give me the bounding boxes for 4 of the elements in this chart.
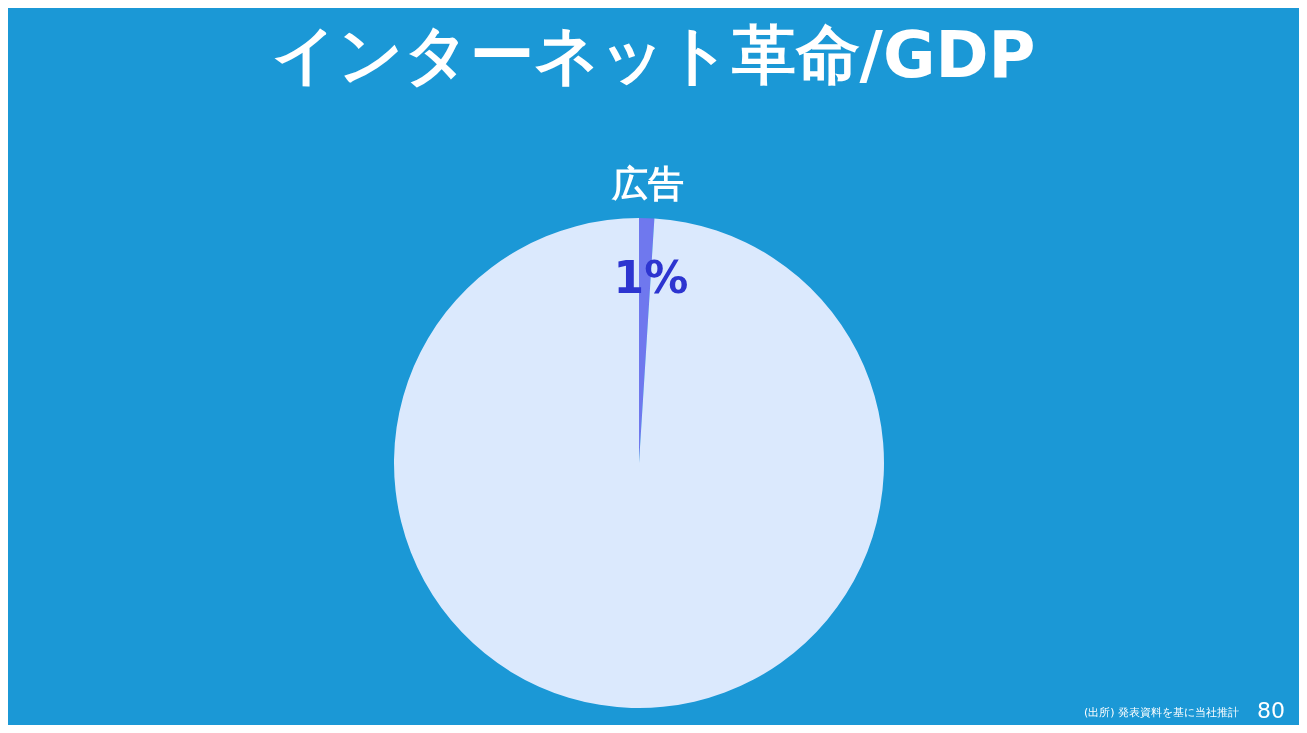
text: 80: [1257, 697, 1286, 723]
chart-title: インターネット革命/GDP: [271, 18, 1036, 92]
text: (出所) 発表資料を基に当社推計: [1083, 706, 1240, 719]
slice-label: 広告: [610, 162, 684, 204]
